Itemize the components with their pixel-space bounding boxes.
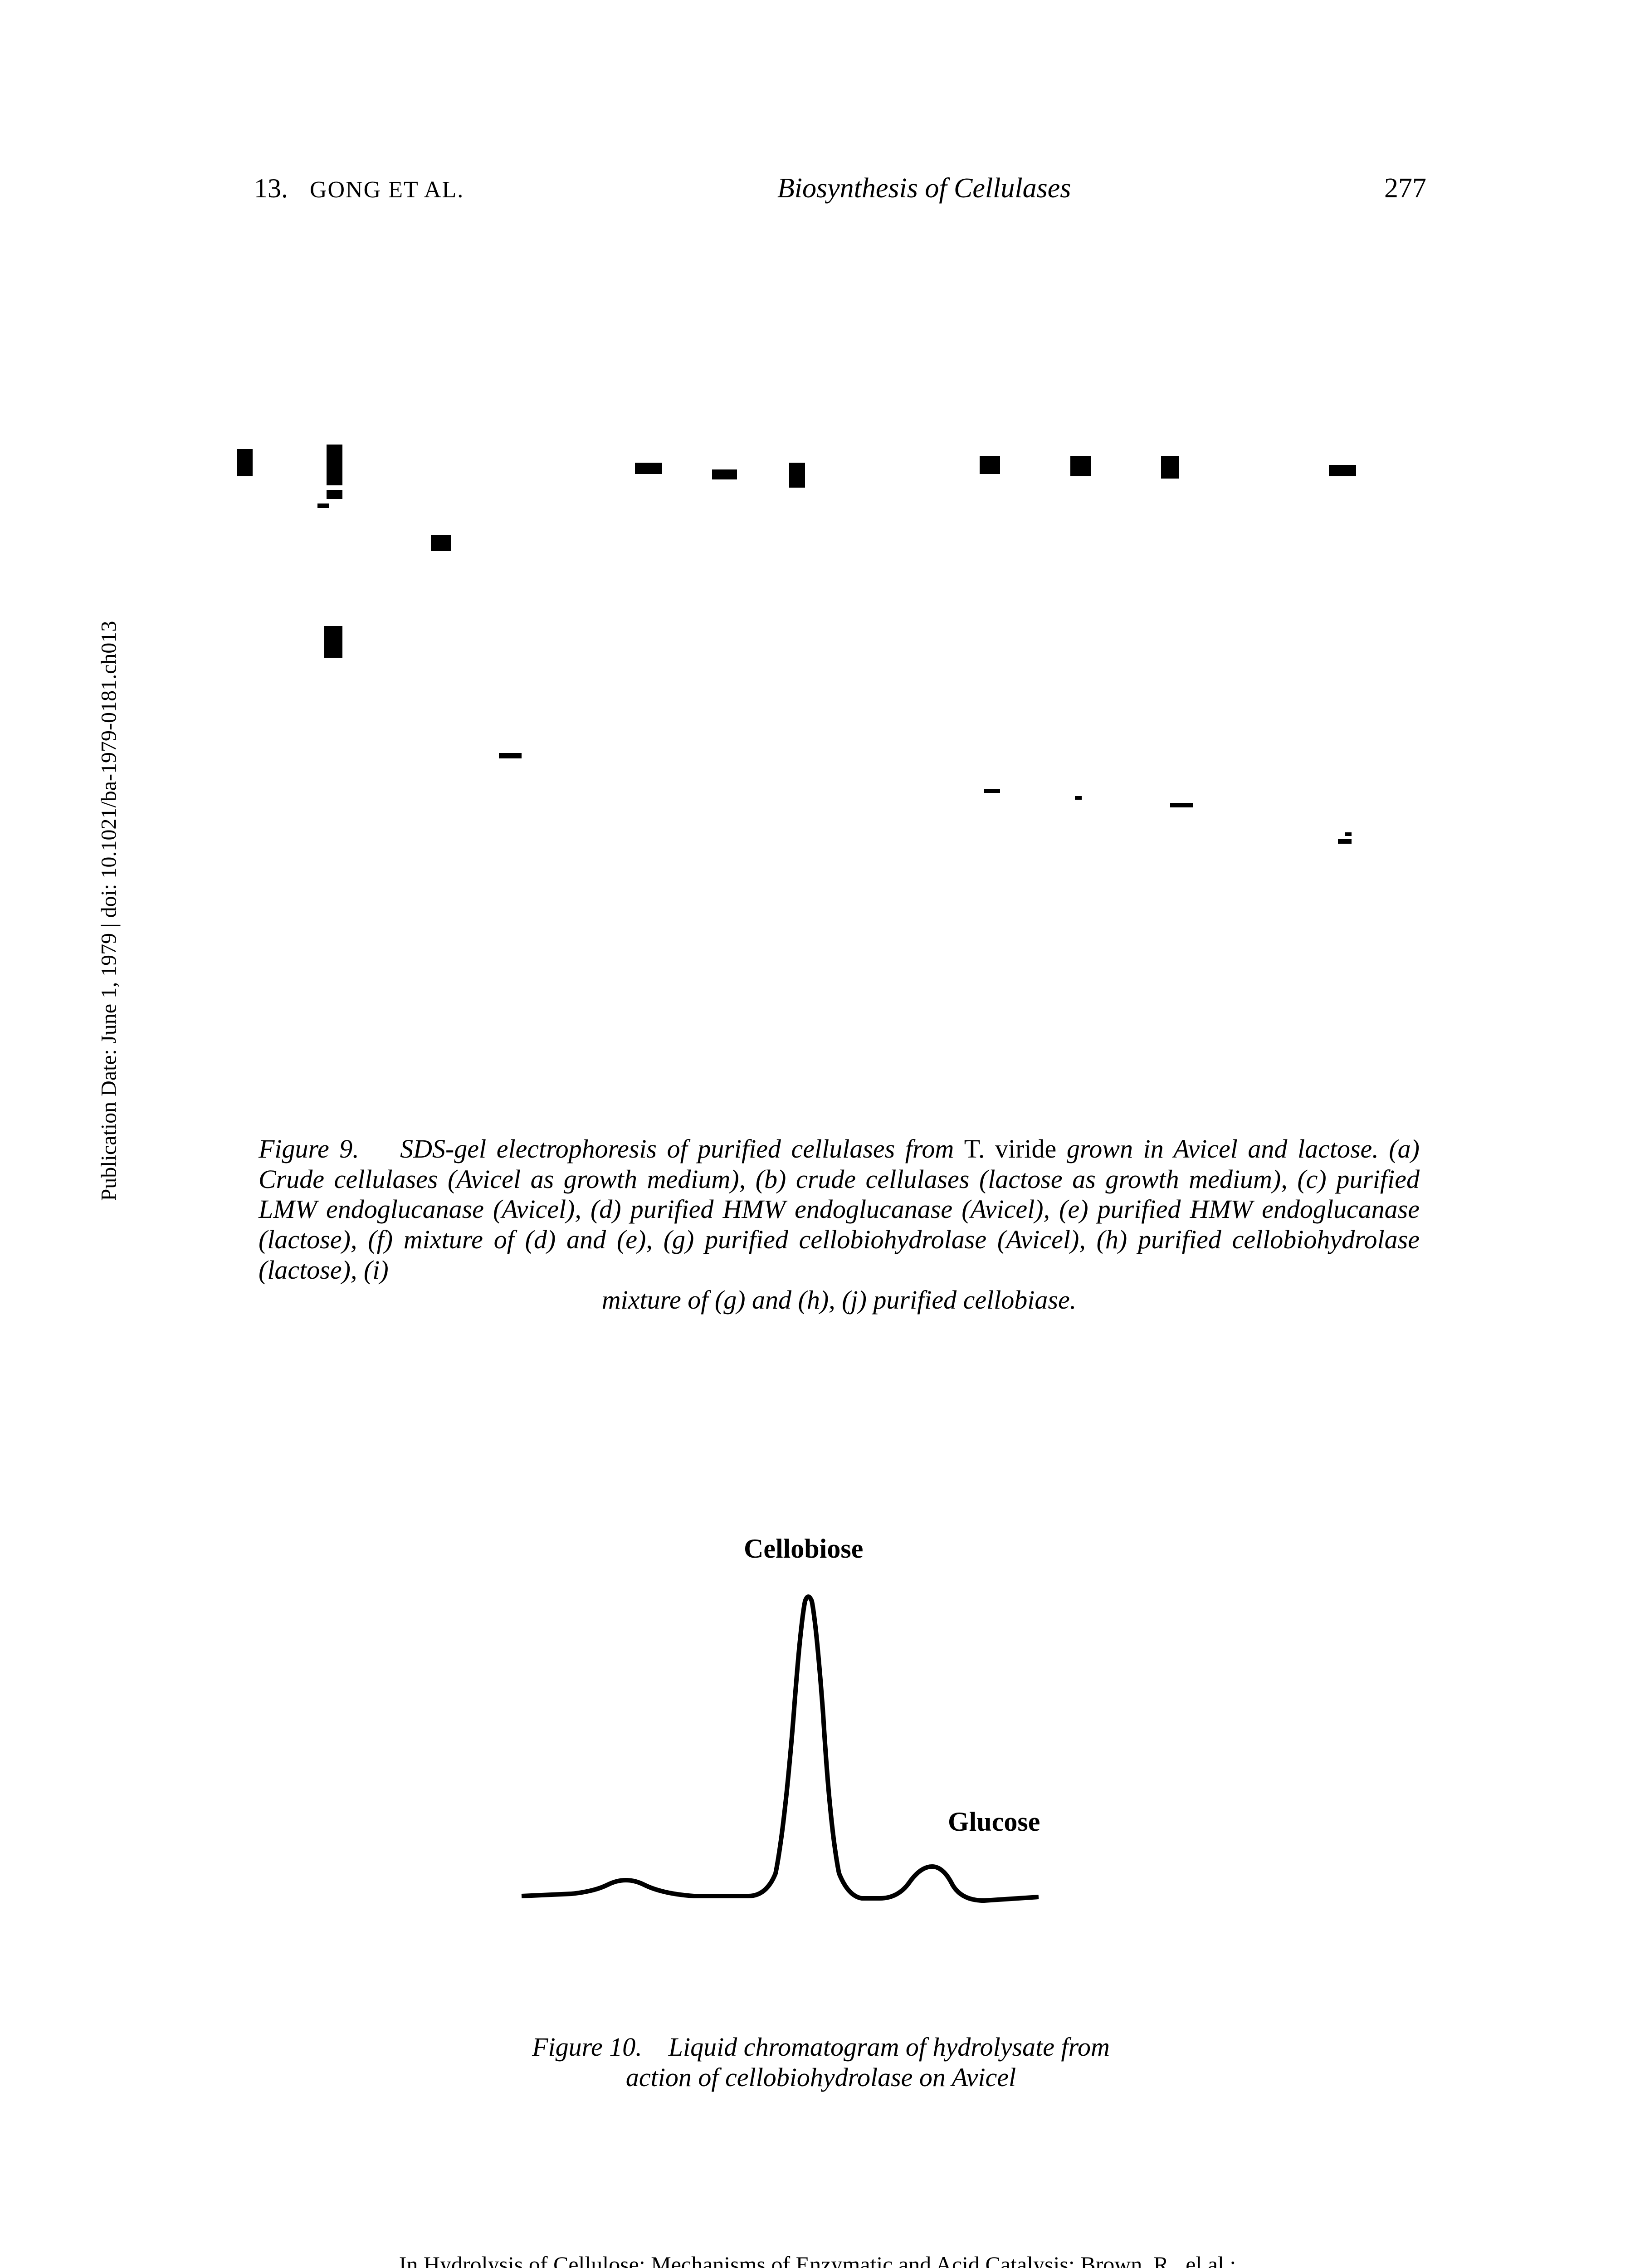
gel-band: [1075, 796, 1082, 800]
gel-band: [980, 456, 1000, 474]
chromatogram-trace: [522, 1597, 1039, 1901]
cellobiose-label: Cellobiose: [744, 1533, 863, 1564]
figure-10-caption: Figure 10. Liquid chromatogram of hydrol…: [522, 2032, 1120, 2092]
page-header: 13. GONG ET AL. Biosynthesis of Cellulas…: [254, 172, 1426, 205]
page-number: 277: [1384, 172, 1426, 205]
gel-band: [984, 789, 1000, 793]
gel-band: [1161, 456, 1179, 479]
gel-band: [1329, 465, 1356, 476]
footer-line-1: In Hydrolysis of Cellulose: Mechanisms o…: [0, 2250, 1635, 2268]
gel-band: [1345, 832, 1352, 836]
page-footer: In Hydrolysis of Cellulose: Mechanisms o…: [0, 2250, 1635, 2268]
side-citation: Publication Date: June 1, 1979 | doi: 10…: [97, 621, 122, 1201]
gel-band: [712, 469, 737, 479]
chromatogram-figure: Cellobiose Glucose: [503, 1533, 1120, 2000]
gel-band: [324, 626, 342, 658]
header-title: Biosynthesis of Cellulases: [777, 172, 1071, 205]
gel-band: [431, 535, 451, 551]
gel-band: [327, 445, 342, 485]
gel-band: [499, 753, 522, 758]
gel-band: [789, 463, 805, 488]
gel-band: [317, 503, 329, 508]
gel-band: [1070, 456, 1091, 476]
gel-band: [237, 449, 253, 476]
header-left: 13. GONG ET AL.: [254, 173, 464, 204]
glucose-label: Glucose: [948, 1806, 1040, 1838]
gel-band: [635, 463, 662, 474]
figure-9-caption: Figure 9. SDS-gel electrophoresis of pur…: [259, 1134, 1420, 1315]
page-container: 13. GONG ET AL. Biosynthesis of Cellulas…: [0, 0, 1635, 2268]
gel-electrophoresis-image: [236, 445, 1433, 943]
gel-band: [1338, 839, 1352, 844]
gel-band: [327, 490, 342, 499]
chapter-number: 13.: [254, 173, 288, 203]
gel-band: [1170, 803, 1193, 807]
chromatogram-svg: [503, 1533, 1120, 2000]
authors: GONG ET AL.: [310, 177, 464, 203]
